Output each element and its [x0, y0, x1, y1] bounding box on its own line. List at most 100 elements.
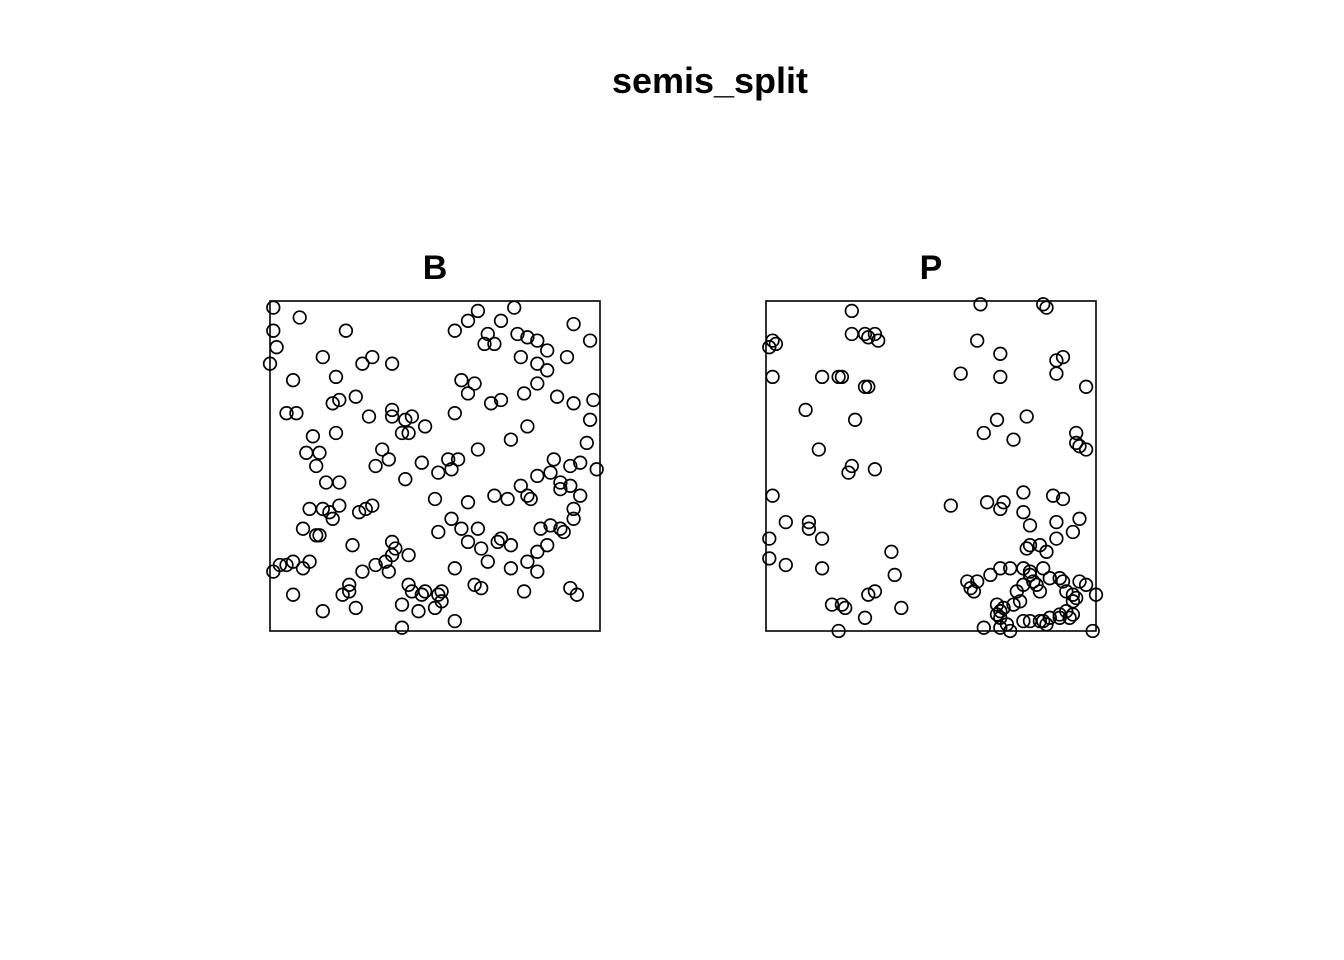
data-point — [467, 376, 482, 391]
data-point — [460, 534, 476, 550]
data-point — [378, 554, 393, 569]
data-point — [434, 584, 449, 599]
data-point — [993, 561, 1008, 576]
data-point — [540, 343, 555, 358]
data-point — [520, 330, 535, 345]
data-point — [388, 541, 403, 556]
data-point — [394, 620, 410, 635]
data-point — [414, 587, 429, 602]
data-point — [454, 521, 469, 536]
data-point — [289, 406, 304, 421]
data-point — [1085, 623, 1100, 639]
data-point — [332, 475, 347, 490]
data-point — [844, 326, 859, 342]
data-point — [857, 326, 873, 342]
data-point — [1072, 511, 1087, 526]
data-point — [1042, 610, 1057, 625]
data-point — [368, 458, 383, 474]
data-point — [279, 557, 294, 573]
data-point — [1055, 491, 1071, 507]
data-point — [963, 580, 978, 596]
data-point — [563, 478, 578, 493]
data-point — [358, 501, 373, 517]
data-point — [1069, 425, 1084, 441]
data-point — [1022, 518, 1038, 533]
data-point — [1003, 561, 1018, 576]
data-point — [401, 547, 416, 563]
data-point — [973, 297, 988, 312]
data-point — [285, 587, 301, 602]
data-point — [315, 349, 330, 365]
data-point — [325, 511, 340, 526]
data-point — [480, 554, 495, 569]
data-point — [348, 600, 363, 616]
data-point — [960, 574, 975, 589]
data-point — [447, 406, 462, 421]
data-point — [361, 409, 377, 424]
data-point — [569, 587, 585, 602]
data-point — [1012, 594, 1028, 609]
data-point — [553, 475, 568, 490]
data-point — [285, 554, 301, 569]
data-point — [566, 396, 581, 411]
data-point — [582, 333, 598, 348]
data-point — [844, 303, 859, 319]
data-point — [1016, 485, 1031, 500]
panel-frame — [765, 300, 1097, 632]
data-point — [543, 465, 558, 480]
data-point — [540, 538, 555, 553]
data-point — [417, 584, 433, 599]
data-point — [470, 521, 486, 536]
data-point — [1065, 524, 1081, 540]
data-point — [831, 369, 846, 385]
data-point — [1052, 571, 1067, 586]
data-point — [398, 412, 413, 427]
data-point — [318, 475, 334, 490]
data-point — [328, 425, 344, 441]
data-point — [1049, 531, 1064, 546]
data-point — [943, 498, 958, 513]
data-point — [507, 300, 522, 315]
data-point — [996, 600, 1011, 616]
panel-title: B — [423, 249, 448, 287]
data-point — [1088, 587, 1104, 602]
data-point — [857, 379, 873, 394]
data-point — [1069, 590, 1084, 606]
data-point — [847, 412, 863, 427]
data-point — [493, 392, 509, 408]
data-point — [814, 531, 830, 546]
data-point — [520, 488, 535, 503]
data-point — [394, 597, 410, 612]
data-point — [824, 597, 840, 612]
data-point — [434, 594, 449, 609]
data-point — [778, 514, 793, 530]
data-point — [490, 534, 505, 550]
data-point — [285, 373, 301, 388]
data-point — [266, 323, 281, 338]
data-point — [765, 488, 780, 503]
data-point — [266, 564, 281, 579]
main-title: semis_split — [612, 60, 808, 101]
data-point — [801, 521, 817, 536]
data-point — [312, 445, 327, 460]
data-point — [269, 340, 284, 355]
data-point — [414, 455, 429, 470]
data-point — [566, 316, 581, 332]
data-point — [867, 326, 883, 342]
data-point — [530, 333, 545, 348]
data-point — [867, 462, 883, 477]
data-point — [546, 452, 561, 467]
panel-b: B — [262, 249, 604, 635]
data-point — [431, 524, 446, 540]
data-point — [355, 564, 370, 579]
data-point — [589, 462, 604, 477]
data-point — [309, 458, 324, 474]
data-point — [431, 587, 446, 602]
data-point — [1062, 610, 1077, 625]
data-point — [857, 610, 873, 625]
data-point — [1042, 571, 1057, 586]
data-point — [1072, 574, 1087, 589]
data-point — [976, 425, 991, 441]
